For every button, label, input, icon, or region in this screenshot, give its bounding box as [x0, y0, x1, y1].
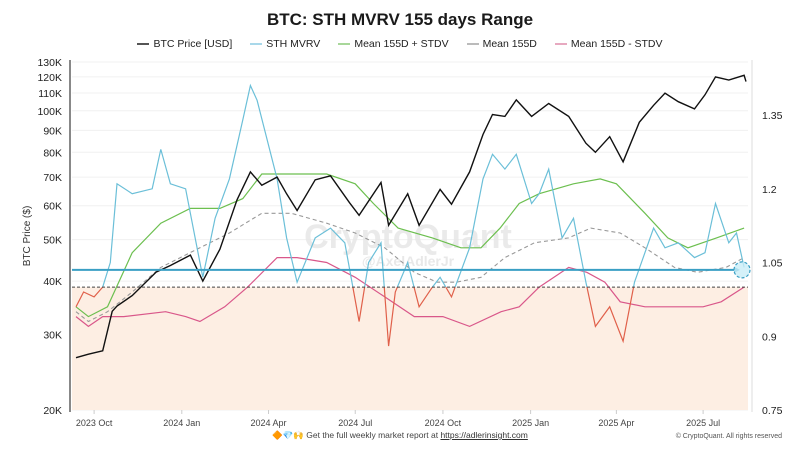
y-left-tick-label: 20K	[43, 405, 62, 417]
legend-item-sth-mvrv[interactable]: STH MVRV	[250, 38, 320, 50]
x-tick-label: 2025 Jul	[686, 418, 720, 428]
footer-text: Get the full weekly market report at	[306, 430, 439, 440]
watermark-brand: CryptoQuant	[304, 218, 512, 256]
right-axis-ticks: 0.75 0.9 1.05 1.2 1.35	[762, 110, 783, 417]
series-layer	[75, 74, 747, 359]
y-left-tick-label: 70K	[43, 172, 62, 184]
legend-swatch-mean	[466, 43, 479, 45]
legend-item-lower-band[interactable]: Mean 155D - STDV	[554, 38, 663, 50]
y-right-tick-label: 1.35	[762, 110, 783, 122]
legend-swatch-btc-price	[137, 43, 150, 45]
x-tick-label: 2025 Jan	[512, 418, 549, 428]
legend: BTC Price [USD] STH MVRV Mean 155D + STD…	[0, 38, 800, 50]
legend-swatch-lower-band	[554, 43, 567, 45]
y-left-tick-label: 40K	[43, 276, 62, 288]
y-left-tick-label: 130K	[37, 57, 62, 69]
series-lower-band	[75, 257, 745, 328]
legend-label: Mean 155D	[482, 38, 537, 50]
legend-label: STH MVRV	[266, 38, 321, 50]
legend-label: BTC Price [USD]	[153, 38, 233, 50]
copyright: © CryptoQuant. All rights reserved	[675, 433, 782, 440]
reference-lines	[72, 266, 748, 288]
footer-link[interactable]: https://adlerinsight.com	[440, 430, 528, 440]
series-sth-mvrv	[101, 83, 745, 288]
series-upper-band	[75, 173, 745, 318]
y-left-tick-label: 80K	[43, 147, 62, 159]
y-left-tick-label: 60K	[43, 201, 62, 213]
current-value-circle	[733, 261, 751, 279]
left-axis-ticks: 20K 30K 40K 50K 60K 70K 80K 90K 100K 110K 120K 130K	[37, 57, 62, 417]
y-left-tick-label: 110K	[38, 88, 62, 100]
x-tick-label: 2024 Jul	[338, 418, 372, 428]
y-right-tick-label: 0.9	[762, 331, 777, 343]
legend-item-btc-price[interactable]: BTC Price [USD]	[137, 38, 232, 50]
legend-swatch-upper-band	[338, 43, 351, 45]
y-left-tick-label: 120K	[37, 72, 62, 84]
x-tick-label: 2023 Oct	[76, 418, 113, 428]
y-right-tick-label: 1.2	[762, 184, 777, 196]
legend-label: Mean 155D + STDV	[354, 38, 449, 50]
legend-label: Mean 155D - STDV	[570, 38, 663, 50]
y-left-tick-label: 100K	[37, 106, 62, 118]
legend-item-mean[interactable]: Mean 155D	[466, 38, 537, 50]
y-right-tick-label: 1.05	[762, 258, 783, 270]
y-left-tick-label: 50K	[43, 235, 62, 247]
y-left-tick-label: 90K	[43, 125, 62, 137]
series-btc-price	[75, 74, 747, 359]
y-left-tick-label: 30K	[43, 330, 62, 342]
series-mean	[75, 212, 745, 323]
x-tick-label: 2024 Oct	[425, 418, 462, 428]
series-sth-mvrv-below-one	[75, 287, 635, 347]
chart-title: BTC: STH MVRV 155 days Range	[266, 10, 534, 29]
current-value-marker	[733, 261, 751, 279]
legend-item-upper-band[interactable]: Mean 155D + STDV	[338, 38, 449, 50]
footer: 🔶💎🙌 Get the full weekly market report at…	[0, 430, 800, 441]
y-axis-label: BTC Price ($)	[22, 206, 33, 267]
legend-swatch-sth-mvrv	[250, 43, 263, 45]
x-tick-label: 2024 Apr	[251, 418, 287, 428]
x-tick-label: 2024 Jan	[163, 418, 200, 428]
footer-emoji-icons: 🔶💎🙌	[272, 430, 304, 440]
y-right-tick-label: 0.75	[762, 405, 783, 417]
x-axis-ticks: 2023 Oct 2024 Jan 2024 Apr 2024 Jul 2024 Oct…	[76, 410, 720, 428]
x-tick-label: 2025 Apr	[598, 418, 634, 428]
watermark-handle: @AxelAdlerJr	[362, 253, 455, 269]
below-breakeven-zone	[72, 287, 748, 410]
